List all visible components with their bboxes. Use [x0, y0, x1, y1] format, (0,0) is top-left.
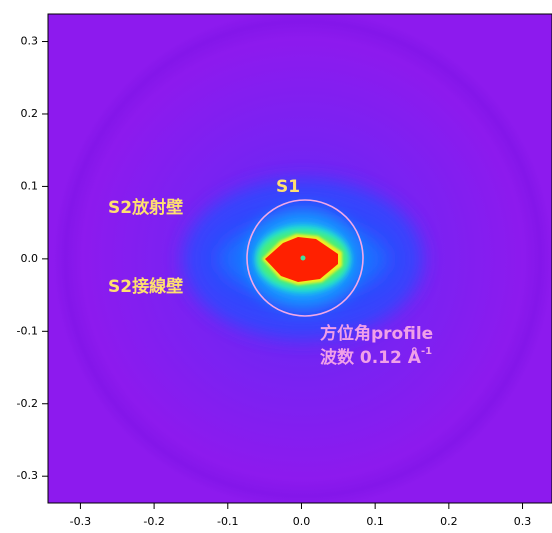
y-tick-label: 0.3 — [21, 35, 39, 48]
annotation: S2放射壁 — [108, 197, 183, 218]
annotation: S2接線壁 — [108, 276, 183, 297]
y-tick-label: -0.2 — [17, 397, 38, 410]
annotation: 波数 0.12 Å-1 — [320, 345, 432, 368]
profile-circle — [246, 199, 364, 317]
annotation-text: S2接線壁 — [108, 276, 183, 297]
annotation: S1 — [276, 177, 300, 197]
x-tick-label: -0.1 — [217, 515, 238, 528]
x-tick-label: 0.0 — [293, 515, 311, 528]
annotation-text: S2放射壁 — [108, 197, 183, 218]
x-tick-label: 0.1 — [366, 515, 384, 528]
x-tick-label: -0.2 — [143, 515, 164, 528]
y-tick-label: 0.0 — [21, 252, 39, 265]
x-tick-label: -0.3 — [70, 515, 91, 528]
x-tick-label: 0.3 — [514, 515, 532, 528]
annotation: 方位角profile — [320, 323, 433, 344]
annotation-text: 方位角profile — [320, 323, 433, 344]
x-tick-label: 0.2 — [440, 515, 458, 528]
annotation-superscript: -1 — [421, 346, 432, 357]
annotation-text: S1 — [276, 177, 300, 197]
annotation-text: 波数 0.12 Å — [320, 345, 422, 368]
y-tick-label: -0.1 — [17, 324, 38, 337]
y-tick-label: 0.1 — [21, 179, 39, 192]
y-tick-label: 0.2 — [21, 107, 39, 120]
scattering-image — [48, 14, 552, 503]
y-tick-label: -0.3 — [17, 469, 38, 482]
